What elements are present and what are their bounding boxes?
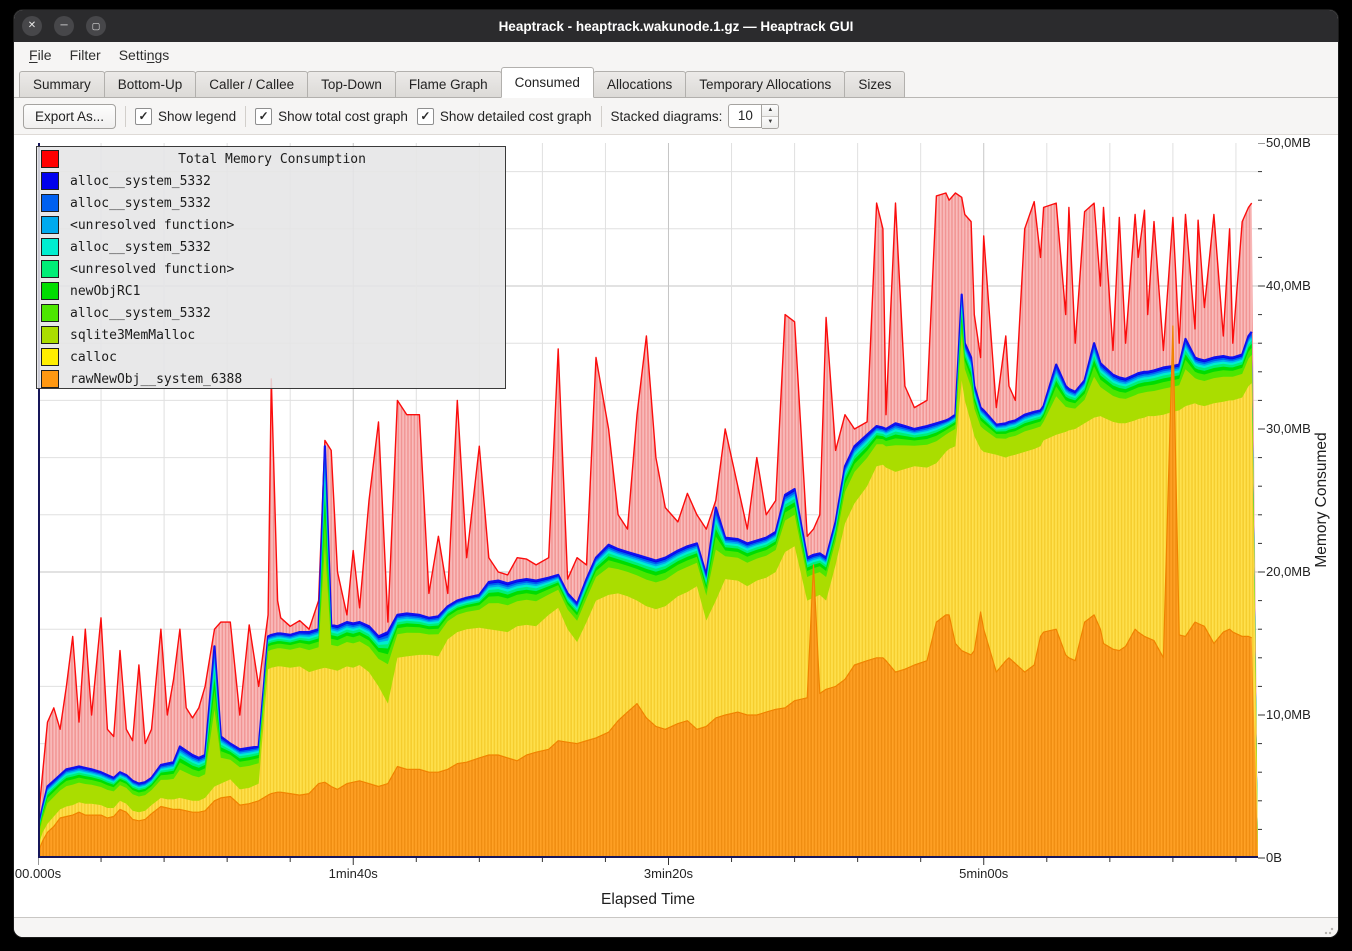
checkbox-show-total-cost-graph[interactable]: ✓ Show total cost graph <box>255 107 408 125</box>
layer-total-outline <box>38 192 1253 823</box>
legend-item: newObjRC1 <box>37 280 505 302</box>
checkbox-show-detailed-cost-graph[interactable]: ✓ Show detailed cost graph <box>416 107 592 125</box>
layer-rawnewobj-outline <box>38 325 1252 853</box>
spin-up-icon[interactable]: ▲ <box>762 104 779 117</box>
menu-item-file[interactable]: File <box>29 47 52 63</box>
x-tick-label: 3min20s <box>643 866 694 881</box>
y-tick-label: 0B <box>1266 850 1282 865</box>
legend-swatch <box>41 304 59 322</box>
legend-swatch <box>41 370 59 388</box>
app-window: ✕ ─ ▢ Heaptrack - heaptrack.wakunode.1.g… <box>14 10 1338 937</box>
tab-flame-graph[interactable]: Flame Graph <box>394 71 502 98</box>
legend-label: calloc <box>70 349 117 365</box>
legend-swatch <box>41 282 59 300</box>
legend-item: alloc__system_5332 <box>37 302 505 324</box>
tab-consumed[interactable]: Consumed <box>500 67 594 98</box>
menu-item-filter[interactable]: Filter <box>69 47 101 63</box>
legend-swatch <box>41 326 59 344</box>
y-tick-label: 20,0MB <box>1266 564 1311 579</box>
consumed-chart-panel: Total Memory Consumption alloc__system_53… <box>14 135 1338 917</box>
stacked-diagrams-label: Stacked diagrams: <box>610 108 723 124</box>
legend-label: Total Memory Consumption <box>178 151 366 167</box>
tab-allocations[interactable]: Allocations <box>592 71 687 98</box>
legend-label: alloc__system_5332 <box>70 195 211 211</box>
legend-swatch <box>41 150 59 168</box>
checkbox-group: ✓ Show legend ✓ Show total cost graph ✓ Show … <box>125 105 592 127</box>
stacked-diagrams-spinbox: 10 ▲ ▼ <box>728 103 780 129</box>
legend-label: rawNewObj__system_6388 <box>70 371 243 387</box>
spinbox-arrows: ▲ ▼ <box>762 103 780 129</box>
layer-rawnewobj-system-6388 <box>38 326 1258 858</box>
maximize-button[interactable]: ▢ <box>86 16 106 36</box>
y-tick-label: 50,0MB <box>1266 135 1311 150</box>
resize-grip-icon[interactable] <box>1324 925 1334 935</box>
legend-swatch <box>41 216 59 234</box>
tab-summary[interactable]: Summary <box>19 71 105 98</box>
legend-swatch <box>41 260 59 278</box>
export-as-button[interactable]: Export As... <box>23 103 117 129</box>
window-controls: ✕ ─ ▢ <box>14 16 106 36</box>
legend-swatch <box>41 172 59 190</box>
legend-label: alloc__system_5332 <box>70 239 211 255</box>
legend-title-row: Total Memory Consumption <box>37 148 505 170</box>
legend-swatch <box>41 238 59 256</box>
legend-item: alloc__system_5332 <box>37 236 505 258</box>
tab-temporary-allocations[interactable]: Temporary Allocations <box>685 71 846 98</box>
stacked-diagrams-group: Stacked diagrams: 10 ▲ ▼ <box>610 103 780 129</box>
minimize-button[interactable]: ─ <box>54 16 74 36</box>
checkbox-box[interactable]: ✓ <box>135 107 153 125</box>
toolbar-separator <box>600 105 602 127</box>
tab-sizes[interactable]: Sizes <box>844 71 906 98</box>
checkbox-box[interactable]: ✓ <box>255 107 273 125</box>
legend-item: <unresolved function> <box>37 214 505 236</box>
menu-item-settings[interactable]: Settings <box>118 47 170 63</box>
tab-bottom-up[interactable]: Bottom-Up <box>103 71 197 98</box>
legend-label: newObjRC1 <box>70 283 141 299</box>
legend-label: sqlite3MemMalloc <box>70 327 196 343</box>
y-axis-title: Memory Consumed <box>1313 432 1330 568</box>
legend-item: calloc <box>37 346 505 368</box>
x-tick-label: 5min00s <box>959 866 1009 881</box>
legend-item: alloc__system_5332 <box>37 170 505 192</box>
legend-label: alloc__system_5332 <box>70 305 211 321</box>
memory-consumption-chart[interactable] <box>38 143 1270 869</box>
legend-label: alloc__system_5332 <box>70 173 211 189</box>
y-tick-label: 10,0MB <box>1266 707 1311 722</box>
status-bar <box>14 917 1338 937</box>
x-tick-label: 00.000s <box>14 866 62 881</box>
legend-item: alloc__system_5332 <box>37 192 505 214</box>
x-axis-title: Elapsed Time <box>601 891 695 908</box>
checkbox-label: Show detailed cost graph <box>439 108 592 124</box>
checkbox-show-legend[interactable]: ✓ Show legend <box>135 107 237 125</box>
spin-down-icon[interactable]: ▼ <box>762 116 779 128</box>
toolbar-separator <box>245 105 247 127</box>
window-title: Heaptrack - heaptrack.wakunode.1.gz — He… <box>498 18 854 34</box>
stacked-diagrams-value[interactable]: 10 <box>728 103 763 128</box>
legend-item: sqlite3MemMalloc <box>37 324 505 346</box>
legend-label: <unresolved function> <box>70 217 235 233</box>
legend-item: <unresolved function> <box>37 258 505 280</box>
tab-bar: Summary Bottom-Up Caller / Callee Top-Down F… <box>14 67 1338 98</box>
menu-bar: File Filter Settings <box>14 42 1338 68</box>
tab-top-down[interactable]: Top-Down <box>307 71 396 98</box>
tab-caller-callee[interactable]: Caller / Callee <box>195 71 309 98</box>
y-tick-label: 30,0MB <box>1266 421 1311 436</box>
title-bar: ✕ ─ ▢ Heaptrack - heaptrack.wakunode.1.g… <box>14 10 1338 42</box>
legend-item: rawNewObj__system_6388 <box>37 368 505 390</box>
legend-label: <unresolved function> <box>70 261 235 277</box>
legend-swatch <box>41 348 59 366</box>
stack-top-line <box>38 293 1253 830</box>
legend-swatch <box>41 194 59 212</box>
y-tick-label: 40,0MB <box>1266 278 1311 293</box>
toolbar-separator <box>125 105 127 127</box>
checkbox-label: Show legend <box>158 108 237 124</box>
checkbox-box[interactable]: ✓ <box>416 107 434 125</box>
x-tick-label: 1min40s <box>328 866 378 881</box>
toolbar: Export As... ✓ Show legend ✓ Show total cos… <box>14 98 1338 135</box>
chart-legend: Total Memory Consumption alloc__system_53… <box>36 146 506 389</box>
checkbox-label: Show total cost graph <box>278 108 408 124</box>
close-button[interactable]: ✕ <box>22 16 42 36</box>
